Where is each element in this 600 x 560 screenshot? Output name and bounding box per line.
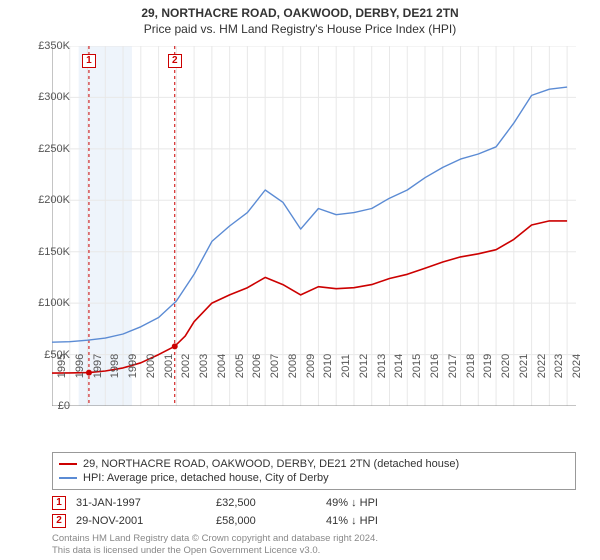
- x-axis-tick-label: 2009: [305, 354, 317, 378]
- x-axis-tick-label: 2005: [234, 354, 246, 378]
- footer-line: Contains HM Land Registry data © Crown c…: [52, 533, 378, 544]
- y-axis-tick-label: £200K: [26, 194, 70, 206]
- chart-subtitle: Price paid vs. HM Land Registry's House …: [0, 22, 600, 36]
- x-axis-tick-label: 2010: [322, 354, 334, 378]
- x-axis-tick-label: 2024: [571, 354, 583, 378]
- transaction-marker-badge: 1: [52, 496, 66, 510]
- x-axis-tick-label: 2022: [536, 354, 548, 378]
- x-axis-tick-label: 2002: [180, 354, 192, 378]
- legend-swatch: [59, 477, 77, 479]
- x-axis-tick-label: 2021: [518, 354, 530, 378]
- x-axis-tick-label: 2008: [287, 354, 299, 378]
- x-axis-tick-label: 2006: [251, 354, 263, 378]
- x-axis-tick-label: 2007: [269, 354, 281, 378]
- legend-label: HPI: Average price, detached house, City…: [83, 472, 329, 484]
- transaction-price: £32,500: [216, 497, 316, 509]
- x-axis-tick-label: 2014: [393, 354, 405, 378]
- line-chart: [52, 46, 576, 406]
- x-axis-tick-label: 1999: [127, 354, 139, 378]
- x-axis-tick-label: 2001: [163, 354, 175, 378]
- x-axis-tick-label: 2012: [358, 354, 370, 378]
- x-axis-tick-label: 2015: [411, 354, 423, 378]
- transaction-table: 1 31-JAN-1997 £32,500 49% ↓ HPI 2 29-NOV-2001…: [52, 494, 576, 530]
- legend-item: 29, NORTHACRE ROAD, OAKWOOD, DERBY, DE21…: [59, 457, 569, 471]
- footer-attribution: Contains HM Land Registry data © Crown c…: [52, 533, 378, 556]
- x-axis-tick-label: 2020: [500, 354, 512, 378]
- x-axis-tick-label: 2023: [553, 354, 565, 378]
- transaction-date: 29-NOV-2001: [76, 515, 206, 527]
- x-axis-tick-label: 2004: [216, 354, 228, 378]
- transaction-hpi-delta: 49% ↓ HPI: [326, 497, 426, 509]
- x-axis-tick-label: 1998: [109, 354, 121, 378]
- transaction-hpi-delta: 41% ↓ HPI: [326, 515, 426, 527]
- chart-marker-badge: 1: [82, 54, 96, 68]
- transaction-row: 1 31-JAN-1997 £32,500 49% ↓ HPI: [52, 494, 576, 512]
- title-block: 29, NORTHACRE ROAD, OAKWOOD, DERBY, DE21…: [0, 0, 600, 36]
- legend: 29, NORTHACRE ROAD, OAKWOOD, DERBY, DE21…: [52, 452, 576, 490]
- legend-item: HPI: Average price, detached house, City…: [59, 471, 569, 485]
- transaction-price: £58,000: [216, 515, 316, 527]
- x-axis-tick-label: 2003: [198, 354, 210, 378]
- y-axis-tick-label: £0: [26, 400, 70, 412]
- legend-swatch: [59, 463, 77, 465]
- y-axis-tick-label: £150K: [26, 246, 70, 258]
- x-axis-tick-label: 2013: [376, 354, 388, 378]
- y-axis-tick-label: £100K: [26, 297, 70, 309]
- footer-line: This data is licensed under the Open Gov…: [52, 545, 378, 556]
- transaction-row: 2 29-NOV-2001 £58,000 41% ↓ HPI: [52, 512, 576, 530]
- legend-label: 29, NORTHACRE ROAD, OAKWOOD, DERBY, DE21…: [83, 458, 459, 470]
- chart-area: 12: [52, 46, 576, 406]
- x-axis-tick-label: 2000: [145, 354, 157, 378]
- x-axis-tick-label: 2016: [429, 354, 441, 378]
- x-axis-tick-label: 1996: [74, 354, 86, 378]
- transaction-marker-badge: 2: [52, 514, 66, 528]
- x-axis-tick-label: 2017: [447, 354, 459, 378]
- chart-title: 29, NORTHACRE ROAD, OAKWOOD, DERBY, DE21…: [0, 6, 600, 20]
- x-axis-tick-label: 2018: [465, 354, 477, 378]
- y-axis-tick-label: £250K: [26, 143, 70, 155]
- x-axis-tick-label: 2019: [482, 354, 494, 378]
- y-axis-tick-label: £300K: [26, 91, 70, 103]
- chart-container: { "title": "29, NORTHACRE ROAD, OAKWOOD,…: [0, 0, 600, 560]
- y-axis-tick-label: £350K: [26, 40, 70, 52]
- chart-marker-badge: 2: [168, 54, 182, 68]
- transaction-date: 31-JAN-1997: [76, 497, 206, 509]
- x-axis-tick-label: 1995: [56, 354, 68, 378]
- x-axis-tick-label: 2011: [340, 354, 352, 378]
- x-axis-tick-label: 1997: [92, 354, 104, 378]
